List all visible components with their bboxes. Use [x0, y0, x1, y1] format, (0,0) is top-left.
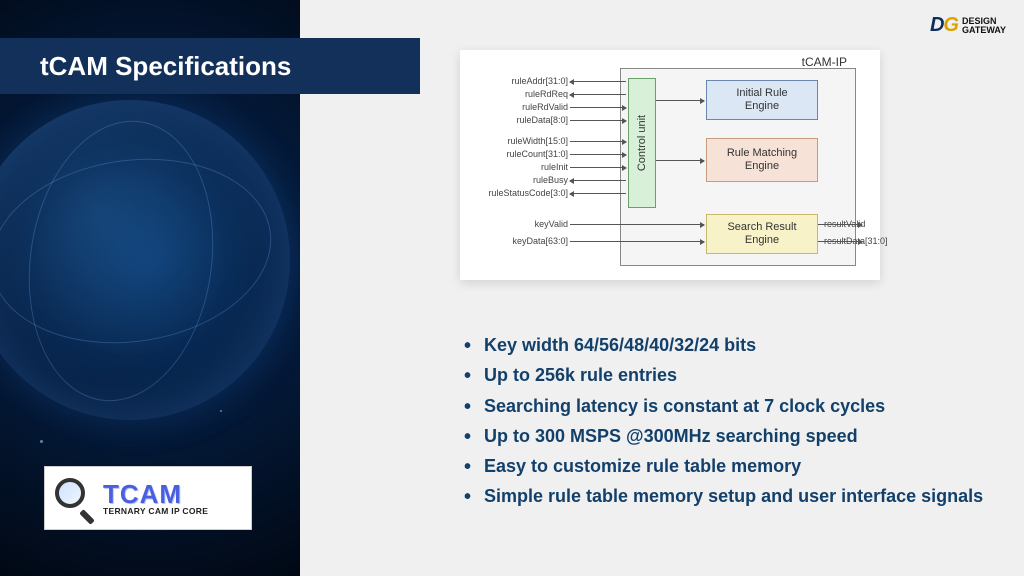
signal-label: ruleBusy	[478, 175, 568, 185]
logo-line2: GATEWAY	[962, 25, 1006, 35]
signal-arrow	[570, 167, 626, 168]
title-bar: tCAM Specifications	[0, 38, 420, 94]
signal-label: keyData[63:0]	[478, 236, 568, 246]
rule-matching-engine: Rule MatchingEngine	[706, 138, 818, 182]
engine-label: Rule MatchingEngine	[727, 147, 797, 172]
logo-text: DESIGN GATEWAY	[962, 17, 1006, 35]
signal-label: ruleInit	[478, 162, 568, 172]
sparkle	[220, 410, 222, 412]
spec-item: Simple rule table memory setup and user …	[460, 481, 1020, 511]
engine-label: Initial RuleEngine	[736, 87, 787, 112]
magnifier-icon	[53, 476, 97, 520]
signal-arrow	[570, 193, 626, 194]
signal-label: keyValid	[478, 219, 568, 229]
spec-item: Up to 300 MSPS @300MHz searching speed	[460, 421, 1020, 451]
signal-arrow	[570, 107, 626, 108]
signal-arrow	[570, 141, 626, 142]
signal-label: ruleStatusCode[3:0]	[478, 188, 568, 198]
product-name: TCAM	[103, 481, 208, 507]
initial-rule-engine: Initial RuleEngine	[706, 80, 818, 120]
signal-arrow	[570, 224, 704, 225]
globe-graphic	[0, 100, 290, 420]
logo-d: D	[930, 14, 943, 36]
signal-arrow	[818, 241, 862, 242]
spec-item: Up to 256k rule entries	[460, 360, 1020, 390]
ip-frame-label: tCAM-IP	[802, 55, 847, 69]
connector	[656, 100, 704, 101]
brand-logo: DG DESIGN GATEWAY	[930, 14, 1006, 37]
signal-arrow	[570, 241, 704, 242]
signal-label: ruleData[8:0]	[478, 115, 568, 125]
signal-arrow	[818, 224, 862, 225]
signal-arrow	[570, 120, 626, 121]
engine-label: Search ResultEngine	[727, 221, 796, 246]
spec-list: Key width 64/56/48/40/32/24 bits Up to 2…	[460, 330, 1020, 512]
logo-g: G	[943, 14, 958, 36]
control-unit-label: Control unit	[636, 115, 648, 171]
product-tagline: TERNARY CAM IP CORE	[103, 507, 208, 516]
control-unit-block: Control unit	[628, 78, 656, 208]
signal-arrow	[570, 81, 626, 82]
signal-label: ruleRdValid	[478, 102, 568, 112]
search-result-engine: Search ResultEngine	[706, 214, 818, 254]
signal-arrow	[570, 154, 626, 155]
signal-label: ruleWidth[15:0]	[478, 136, 568, 146]
signal-label: ruleAddr[31:0]	[478, 76, 568, 86]
connector	[656, 160, 704, 161]
block-diagram: tCAM-IP Control unit Initial RuleEngine …	[460, 50, 880, 280]
signal-label: ruleCount[31:0]	[478, 149, 568, 159]
spec-item: Easy to customize rule table memory	[460, 451, 1020, 481]
spec-item: Key width 64/56/48/40/32/24 bits	[460, 330, 1020, 360]
signal-arrow	[570, 94, 626, 95]
logo-mark: DG	[930, 14, 958, 37]
signal-arrow	[570, 180, 626, 181]
product-badge: TCAM TERNARY CAM IP CORE	[44, 466, 252, 530]
signal-label: ruleRdReq	[478, 89, 568, 99]
sparkle	[40, 440, 43, 443]
page-title: tCAM Specifications	[40, 51, 291, 82]
spec-item: Searching latency is constant at 7 clock…	[460, 391, 1020, 421]
